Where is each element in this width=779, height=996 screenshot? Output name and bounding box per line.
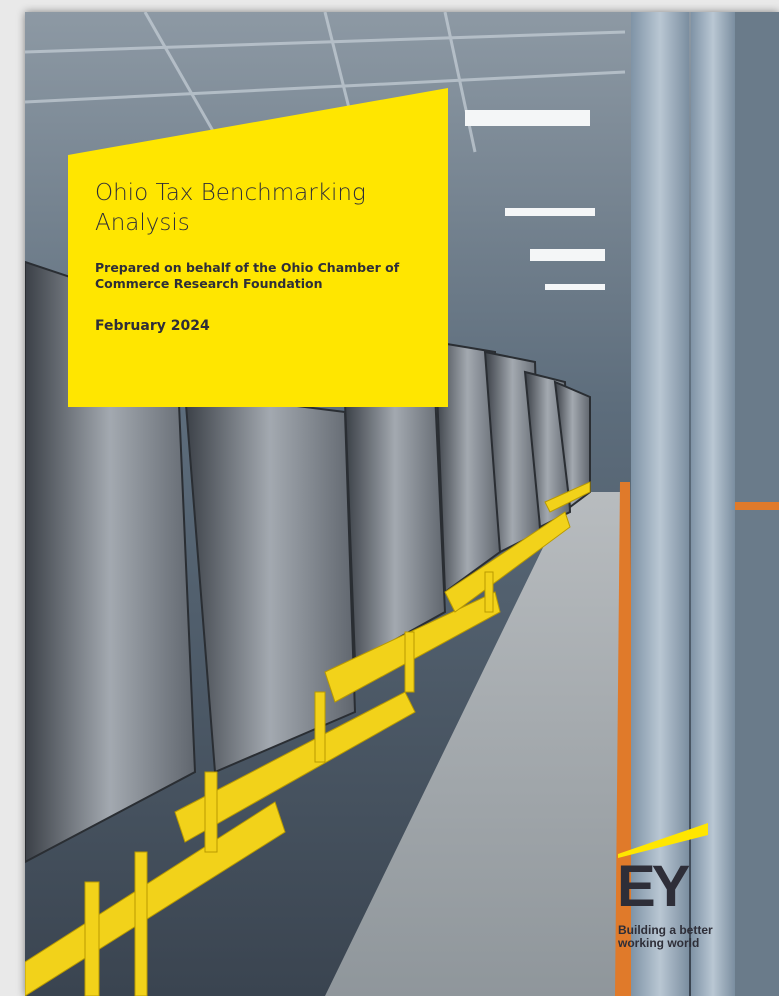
logo-tagline: Building a better working world bbox=[618, 924, 736, 950]
page: Ohio Tax Benchmarking Analysis Prepared … bbox=[0, 0, 779, 996]
cover-photo bbox=[25, 12, 779, 996]
logo-mark: EY bbox=[617, 858, 686, 916]
date: February 2024 bbox=[95, 318, 210, 334]
title: Ohio Tax Benchmarking Analysis bbox=[95, 178, 435, 238]
subtitle: Prepared on behalf of the Ohio Chamber o… bbox=[95, 260, 415, 292]
